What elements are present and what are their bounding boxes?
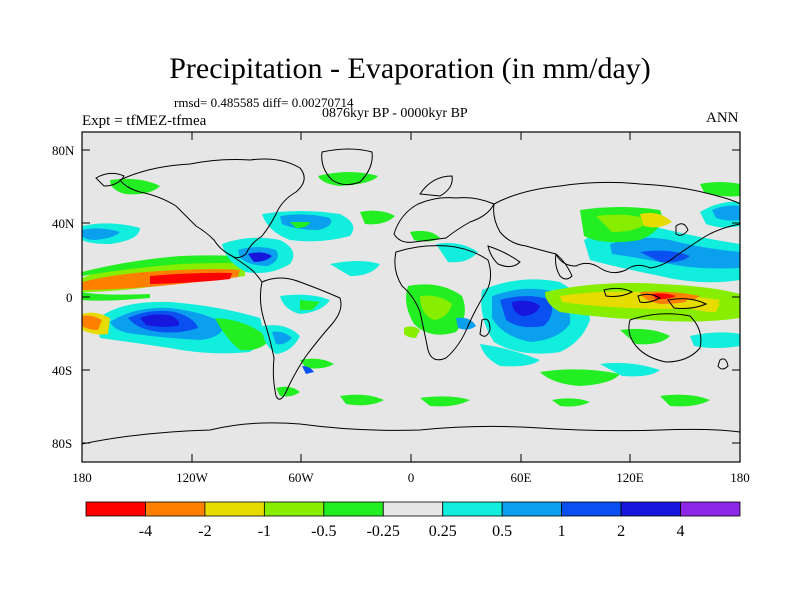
lon-ticks	[191, 132, 631, 462]
lat-ticks	[82, 149, 740, 444]
colorbar-swatch	[263, 501, 325, 517]
colorbar-label: 1	[558, 523, 566, 540]
colorbar-label: -0.25	[367, 523, 400, 540]
lat-label-0: 0	[66, 290, 73, 305]
lon-label-120w: 120W	[176, 470, 209, 485]
colorbar-swatch	[204, 501, 265, 517]
period-text: 0876kyr BP - 0000kyr BP	[322, 106, 468, 121]
chart-title: Precipitation - Evaporation (in mm/day)	[169, 52, 651, 85]
colorbar-swatch	[382, 501, 444, 517]
lat-label-80n: 80N	[52, 143, 75, 158]
colorbar-label: -1	[258, 523, 271, 540]
lat-label-80s: 80S	[52, 436, 72, 451]
coastlines	[82, 148, 740, 462]
lon-label-60w: 60W	[288, 470, 314, 485]
lon-label-180e: 180	[730, 470, 750, 485]
colorbar-swatch	[501, 501, 563, 517]
lat-label-40n: 40N	[52, 216, 75, 231]
colorbar-label: 2	[617, 523, 625, 540]
anomaly-field	[82, 172, 740, 407]
lon-label-60e: 60E	[511, 470, 532, 485]
stats-text: rmsd= 0.485585 diff= 0.00270714	[174, 95, 354, 110]
season-label: ANN	[706, 110, 739, 126]
colorbar-label: -2	[198, 523, 211, 540]
colorbar-swatch	[680, 501, 741, 517]
colorbar: -4 -2 -1 -0.5 -0.25 0.25 0.5 1 2 4	[85, 501, 741, 540]
colorbar-swatch	[145, 501, 206, 517]
lon-label-120e: 120E	[616, 470, 644, 485]
lon-label-0: 0	[408, 470, 415, 485]
colorbar-swatch	[442, 501, 503, 517]
experiment-label: Expt = tfMEZ-tfmea	[82, 113, 207, 129]
colorbar-swatch	[561, 501, 622, 517]
colorbar-label: 4	[677, 523, 685, 540]
colorbar-label: 0.25	[429, 523, 457, 540]
lat-label-40s: 40S	[52, 363, 72, 378]
colorbar-label: -0.5	[311, 523, 336, 540]
colorbar-swatch	[323, 501, 384, 517]
colorbar-swatch	[85, 501, 146, 517]
colorbar-label: 0.5	[492, 523, 512, 540]
colorbar-swatch	[620, 501, 681, 517]
lon-label-180w: 180	[72, 470, 92, 485]
colorbar-label: -4	[139, 523, 152, 540]
